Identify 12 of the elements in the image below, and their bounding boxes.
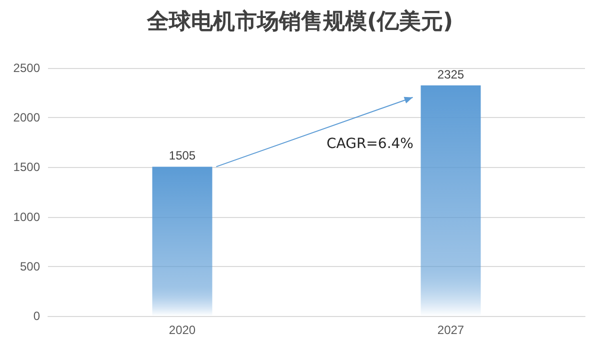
- y-tick-label: 2500: [13, 61, 40, 75]
- x-tick-label: 2020: [168, 323, 196, 337]
- y-tick-label: 500: [20, 259, 40, 274]
- annotation: CAGR=6.4%: [326, 136, 414, 152]
- chart-title: 全球电机市场销售规模(亿美元): [146, 8, 454, 34]
- y-tick-label: 2000: [13, 110, 40, 125]
- x-tick-label: 2027: [437, 323, 464, 337]
- y-tick-label: 1000: [13, 210, 40, 224]
- data-label: 1505: [168, 148, 196, 163]
- data-label: 2325: [437, 67, 464, 82]
- y-tick-label: 0: [33, 309, 40, 323]
- y-tick-label: 1500: [13, 160, 40, 174]
